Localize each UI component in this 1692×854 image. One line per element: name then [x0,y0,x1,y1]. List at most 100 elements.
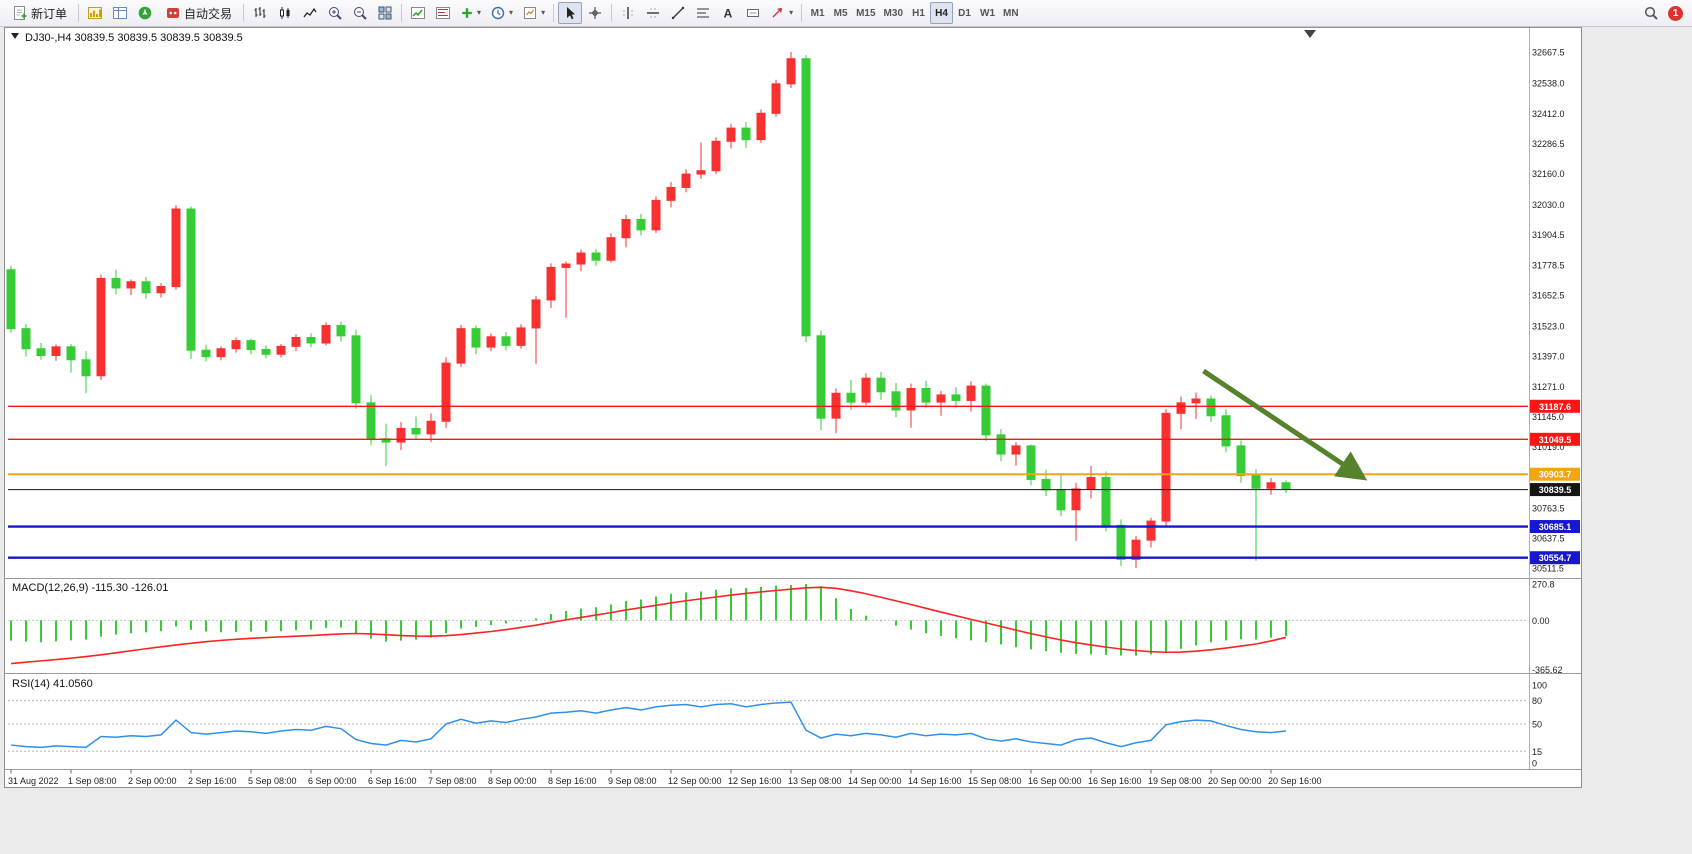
time-axis-label: 1 Sep 08:00 [68,776,117,786]
cursor-button[interactable] [558,2,583,24]
candle-body [981,385,991,436]
candlestick-chart-button[interactable] [273,2,297,24]
text-label-button[interactable] [741,2,765,24]
candle-body [366,402,376,440]
chart-shift-marker-icon[interactable] [1304,30,1316,38]
time-axis-label: 12 Sep 00:00 [668,776,722,786]
search-icon [1643,5,1659,21]
main-toolbar: 新订单 自动交易 ▾ ▾ ▾ A ▾ M1 M5 M15 M30 H1 H4 D… [0,0,1692,27]
candle-body [1116,524,1126,560]
line-chart-button[interactable] [298,2,322,24]
timeframe-toolbar: M1 M5 M15 M30 H1 H4 D1 W1 MN [806,2,1022,24]
time-axis-label: 19 Sep 08:00 [1148,776,1202,786]
candle-body [306,337,316,344]
price-axis-label: 31397.0 [1532,352,1565,362]
candle-body [6,269,16,330]
macd-signal-line [10,586,1287,665]
trendline-icon [670,5,686,21]
line-chart-icon [302,5,318,21]
objects-list-button[interactable] [431,2,455,24]
new-order-button[interactable]: 新订单 [5,2,74,24]
candle-body [456,328,466,364]
time-axis-label: 20 Sep 16:00 [1268,776,1322,786]
candle-body [1206,398,1216,417]
shapes-button[interactable]: ▾ [766,2,797,24]
periods-button[interactable]: ▾ [486,2,517,24]
timeframe-button-h1[interactable]: H1 [907,2,930,24]
text-tool-icon: A [720,5,736,21]
market-watch-button[interactable] [83,2,107,24]
trendline-button[interactable] [666,2,690,24]
candle-body [126,281,136,289]
current-price-tag-text: 30839.5 [1539,485,1572,495]
price-axis-label: 30637.5 [1532,533,1565,543]
fibonacci-button[interactable] [691,2,715,24]
candle-body [651,199,661,231]
timeframe-button-w1[interactable]: W1 [976,2,999,24]
crosshair-button[interactable] [583,2,607,24]
candle-body [411,427,421,435]
time-axis-label: 9 Sep 08:00 [608,776,657,786]
add-indicator-button[interactable]: ▾ [456,2,485,24]
text-tool-button[interactable]: A [716,2,740,24]
candle-body [501,336,511,346]
fibonacci-icon [695,5,711,21]
candle-body [531,299,541,329]
tile-windows-button[interactable] [373,2,397,24]
time-axis-label: 12 Sep 16:00 [728,776,782,786]
price-tag [1530,432,1580,446]
time-axis-label: 8 Sep 00:00 [488,776,537,786]
time-axis-label: 16 Sep 00:00 [1028,776,1082,786]
candle-body [66,346,76,361]
rsi-line [10,701,1287,749]
chart-canvas[interactable]: 32667.5 32538.0 32412.0 32286.5 32160.0 32030… [0,27,1692,854]
zoom-out-button[interactable] [348,2,372,24]
timeframe-button-h4[interactable]: H4 [930,2,953,24]
candle-body [1146,520,1156,541]
indicators-button[interactable] [406,2,430,24]
vertical-line-icon [620,5,636,21]
candle-body [1266,482,1276,489]
clock-icon [490,5,506,21]
timeframe-button-m30[interactable]: M30 [880,2,907,24]
macd-axis-label: -365.62 [1532,665,1563,675]
search-button[interactable] [1639,2,1663,24]
time-axis-label: 31 Aug 2022 [8,776,59,786]
rsi-axis-label: 0 [1532,759,1537,769]
timeframe-button-m5[interactable]: M5 [829,2,852,24]
candle-body [621,219,631,239]
price-axis-label: 32030.0 [1532,200,1565,210]
navigator-button[interactable] [133,2,157,24]
candle-body [351,335,361,404]
chart-content-layer: 32667.5 32538.0 32412.0 32286.5 32160.0 32030… [6,48,1580,786]
price-axis-label: 31523.0 [1532,322,1565,332]
candle-body [606,237,616,261]
notifications-button[interactable]: 1 [1664,2,1687,24]
vertical-line-button[interactable] [616,2,640,24]
price-axis-label: 32538.0 [1532,79,1565,89]
horizontal-line-button[interactable] [641,2,665,24]
auto-trading-label: 自动交易 [184,6,233,21]
candle-body [96,277,106,377]
new-order-label: 新订单 [31,6,68,21]
candle-body [516,327,526,346]
svg-text:A: A [724,7,733,21]
price-axis-label: 31652.5 [1532,291,1565,301]
candle-body [816,335,826,419]
timeframe-button-m1[interactable]: M1 [806,2,829,24]
auto-trading-button[interactable]: 自动交易 [158,2,239,24]
candle-body [1221,415,1231,447]
trend-arrow-annotation[interactable] [1202,368,1368,481]
candle-body [81,359,91,377]
timeframe-button-d1[interactable]: D1 [953,2,976,24]
timeframe-button-mn[interactable]: MN [999,2,1023,24]
symbol-dropdown-icon[interactable] [11,33,19,39]
data-window-button[interactable] [108,2,132,24]
bar-chart-button[interactable] [248,2,272,24]
macd-indicator-label: MACD(12,26,9) -115.30 -126.01 [12,582,168,594]
candle-body [141,281,151,294]
price-tag [1530,467,1580,481]
templates-button[interactable]: ▾ [518,2,549,24]
timeframe-button-m15[interactable]: M15 [852,2,879,24]
zoom-in-button[interactable] [323,2,347,24]
